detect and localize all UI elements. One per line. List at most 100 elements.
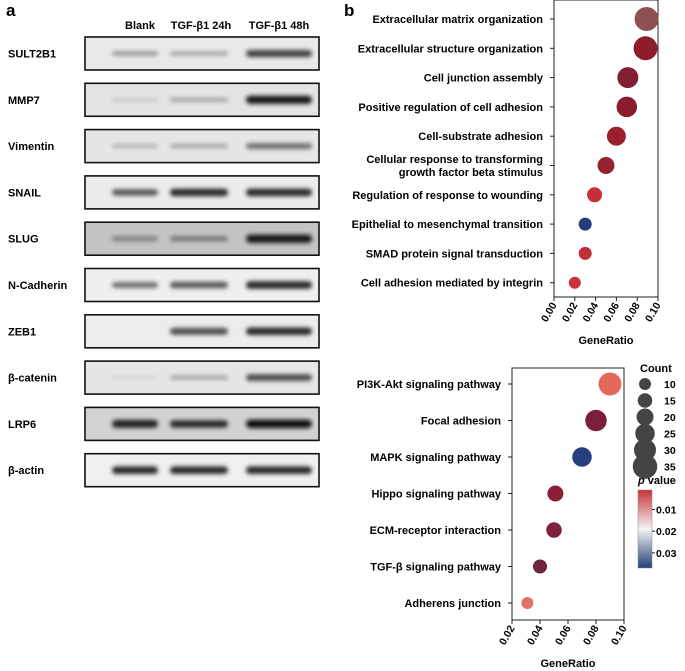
- kegg-point-ecm-receptor-interaction: [546, 522, 562, 538]
- blot-band: [170, 466, 228, 475]
- blot-row-sult2b1: SULT2B1: [8, 36, 320, 71]
- legend-count-title: Count: [640, 363, 672, 375]
- blot-label: SLUG: [8, 234, 39, 246]
- legend-count-dot: [635, 423, 655, 444]
- go-point-extracellular-matrix-organization: [634, 7, 659, 31]
- blot-label: β-catenin: [8, 373, 57, 385]
- go-category-label: Positive regulation of cell adhesion: [358, 102, 543, 114]
- legend-count-label: 35: [664, 462, 676, 474]
- go-category-label-line: SMAD protein signal transduction: [366, 248, 544, 260]
- blot-label: SNAIL: [8, 187, 41, 199]
- go-category-label-line: Extracellular structure organization: [358, 43, 543, 55]
- go-category-label: Regulation of response to wounding: [352, 190, 543, 202]
- blot-row-vimentin: Vimentin: [8, 128, 320, 164]
- blot-band: [246, 466, 312, 475]
- blot-band: [112, 235, 158, 242]
- go-plot-frame: [553, 0, 659, 298]
- kegg-category-label-line: Adherens junction: [404, 598, 501, 610]
- kegg-x-axis-title: GeneRatio: [540, 658, 595, 670]
- kegg-category-label: Focal adhesion: [421, 416, 501, 428]
- blot-label: Vimentin: [8, 141, 55, 153]
- blot-label: β-actin: [8, 465, 44, 477]
- legend-p-tick-label: 0.03: [656, 548, 677, 560]
- blot-row-slug: SLUG: [8, 221, 320, 256]
- blot-band: [246, 419, 312, 429]
- go-category-label: SMAD protein signal transduction: [366, 248, 544, 260]
- kegg-category-label: TGF-β signaling pathway: [370, 562, 502, 574]
- blot-band: [170, 420, 228, 428]
- blot-band: [170, 188, 228, 197]
- go-category-label-line: Cell-substrate adhesion: [418, 131, 543, 143]
- blot-column-header-tgf-beta1-24h: TGF-β1 24h: [171, 20, 232, 32]
- kegg-x-tick-label: 0.04: [525, 623, 546, 647]
- go-point-cell-junction-assembly: [617, 67, 639, 89]
- go-category-label: Epithelial to mesenchymal transition: [352, 219, 544, 231]
- blot-band: [112, 419, 158, 428]
- go-category-label-line: Regulation of response to wounding: [352, 190, 543, 202]
- go-point-cell-adhesion-mediated-by-integrin: [568, 276, 581, 289]
- legend-count-dot: [639, 378, 651, 390]
- go-point-epithelial-to-mesenchymal-transition: [578, 217, 592, 231]
- go-category-label-line: Cell junction assembly: [424, 73, 544, 85]
- go-x-tick-label: 0.04: [581, 300, 602, 324]
- go-point-cell-substrate-adhesion: [606, 126, 626, 146]
- kegg-plot-frame: [511, 367, 625, 621]
- legend-count-dot: [637, 393, 653, 408]
- go-point-smad-protein-signal-transduction: [578, 246, 592, 260]
- kegg-category-label-line: TGF-β signaling pathway: [370, 562, 502, 574]
- legend-count-dot: [632, 454, 658, 479]
- blot-band: [112, 51, 158, 56]
- blot-band: [246, 234, 312, 243]
- blot-band: [112, 466, 158, 475]
- kegg-x-tick-label: 0.10: [609, 623, 630, 647]
- kegg-point-pi3k-akt-signaling-pathway: [598, 372, 622, 396]
- blot-band: [170, 235, 228, 242]
- blot-column-header-tgf-beta1-48h: TGF-β1 48h: [249, 20, 310, 32]
- kegg-point-mapk-signaling-pathway: [572, 447, 592, 467]
- legend-count-label: 20: [664, 412, 676, 424]
- kegg-category-label-line: ECM-receptor interaction: [370, 525, 502, 537]
- blot-band: [112, 143, 158, 149]
- go-category-label-line: Positive regulation of cell adhesion: [358, 102, 543, 114]
- go-point-cellular-response-to-transforming-growth-factor-beta-stimulus: [597, 157, 615, 174]
- panel-a-label: a: [6, 1, 16, 20]
- go-point-positive-regulation-of-cell-adhesion: [616, 96, 638, 118]
- legend-count-label: 25: [664, 429, 676, 441]
- kegg-category-label-line: PI3K-Akt signaling pathway: [357, 379, 502, 391]
- blot-band: [170, 375, 228, 380]
- blot-band: [170, 327, 228, 335]
- kegg-point-tgf-beta-signaling-pathway: [533, 559, 547, 574]
- blot-band: [246, 49, 312, 58]
- blot-band: [246, 95, 312, 104]
- go-category-label: Cell junction assembly: [424, 73, 544, 85]
- blot-band: [112, 375, 158, 380]
- blot-column-header-blank: Blank: [125, 20, 156, 32]
- kegg-x-tick-label: 0.06: [553, 623, 574, 647]
- go-x-tick-label: 0.02: [560, 300, 581, 324]
- blot-band: [170, 97, 228, 103]
- go-category-label-line: Epithelial to mesenchymal transition: [352, 219, 544, 231]
- blot-band: [112, 189, 158, 196]
- go-category-label: Cell-substrate adhesion: [418, 131, 543, 143]
- legend-p-colorbar: [637, 489, 653, 569]
- chart-kegg-enrichment: PI3K-Akt signaling pathway Focal adhesion…: [357, 367, 630, 670]
- go-point-extracellular-structure-organization: [633, 36, 658, 61]
- go-category-label: Extracellular matrix organization: [372, 14, 543, 26]
- kegg-point-adherens-junction: [521, 597, 534, 609]
- blot-band: [246, 281, 312, 289]
- blot-label: MMP7: [8, 95, 40, 107]
- go-category-label-line: Cellular response to transforming: [366, 154, 543, 166]
- blot-band: [246, 327, 312, 336]
- kegg-category-label: Hippo signaling pathway: [371, 489, 501, 501]
- legend-count-dot: [636, 408, 654, 426]
- chart-go-enrichment: Extracellular matrix organization Extrace…: [352, 0, 664, 347]
- kegg-point-hippo-signaling-pathway: [547, 485, 564, 502]
- legend-count-dot: [634, 439, 656, 461]
- legend-count-label: 30: [664, 445, 676, 457]
- blot-row-lrp6: LRP6: [8, 406, 320, 442]
- kegg-category-label: Adherens junction: [404, 598, 501, 610]
- kegg-category-label-line: Focal adhesion: [421, 416, 501, 428]
- blot-band: [246, 374, 312, 382]
- blot-label: N-Cadherin: [8, 280, 68, 292]
